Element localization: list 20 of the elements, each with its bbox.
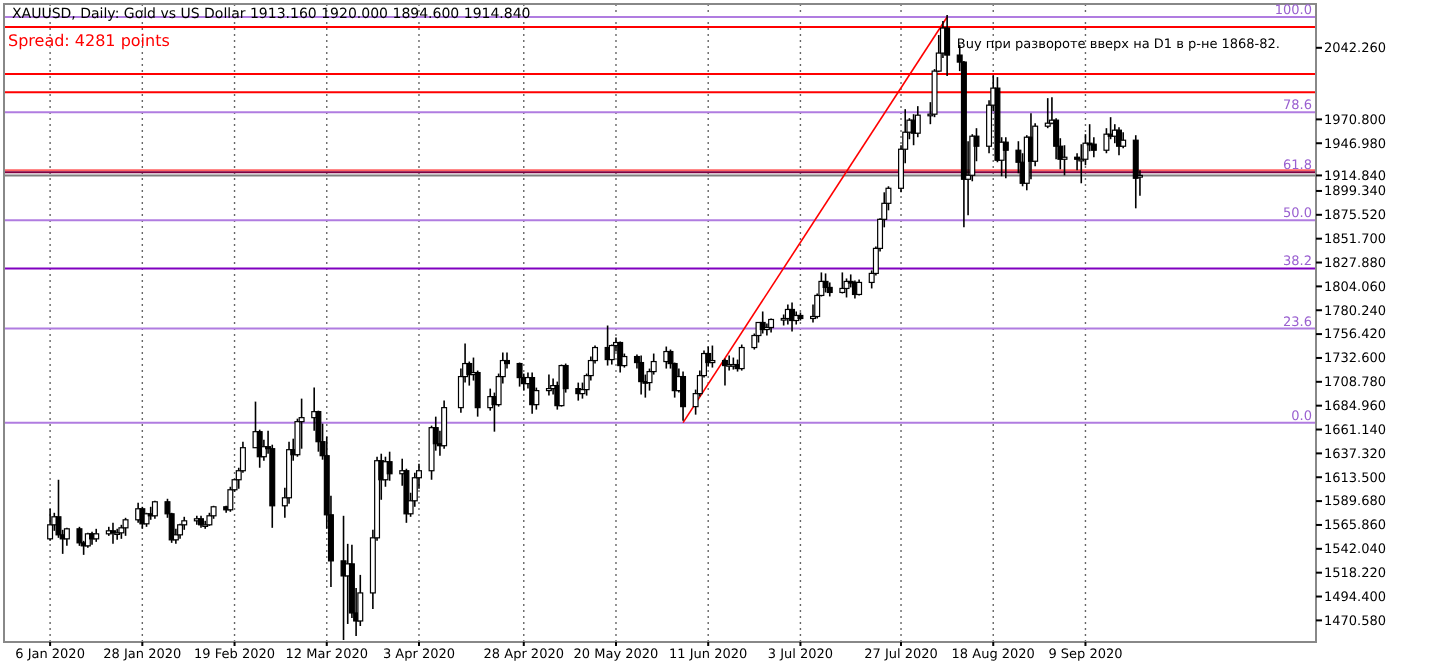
candlestick (822, 272, 829, 294)
candlestick (558, 363, 565, 408)
candlestick (843, 277, 850, 299)
candlestick (340, 515, 347, 641)
candlestick (516, 361, 523, 388)
candlestick (680, 370, 687, 422)
candlestick (1132, 134, 1139, 210)
candlestick (441, 399, 448, 450)
candlestick (914, 105, 921, 139)
annotation: Spread: 4281 points (8, 32, 170, 50)
candlestick (709, 344, 716, 369)
candlestick (1061, 144, 1068, 177)
candlestick (298, 397, 305, 450)
candlestick (386, 450, 393, 482)
candlestick (1002, 136, 1009, 180)
candlestick (122, 517, 129, 537)
candlestick (76, 526, 83, 547)
candlestick (944, 14, 951, 77)
candlestick (403, 467, 410, 524)
candlestick (47, 507, 54, 542)
